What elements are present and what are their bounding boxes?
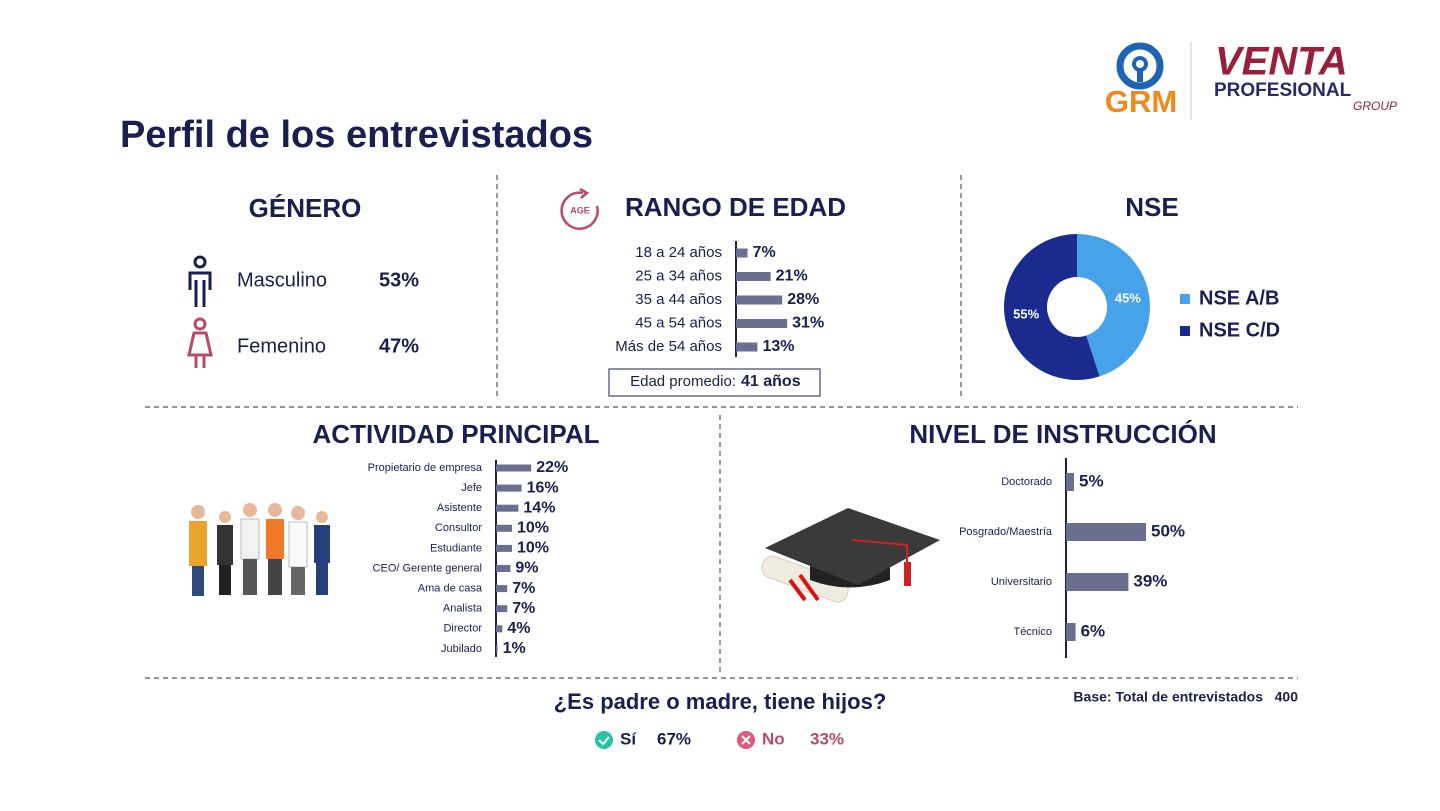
category-label: Propietario de empresa — [368, 462, 483, 474]
value-label: 16% — [527, 479, 559, 496]
answer-value: 33% — [810, 729, 844, 748]
category-label: Jubilado — [441, 643, 482, 655]
category-label: Director — [443, 623, 482, 635]
no-icon — [737, 731, 755, 749]
bar — [1066, 473, 1074, 491]
bar — [736, 319, 788, 328]
section-title: GÉNERO — [249, 193, 362, 223]
value-label: 7% — [512, 600, 535, 617]
note-box — [608, 368, 821, 397]
page-title: Perfil de los entrevistados — [120, 114, 593, 156]
bar — [496, 504, 519, 512]
bar — [496, 544, 512, 552]
age-icon-text: AGE — [570, 205, 590, 215]
bar — [496, 464, 532, 472]
value-label: 1% — [503, 640, 526, 657]
gender-label: Masculino — [237, 269, 327, 291]
logo-text: GRM — [1105, 84, 1177, 119]
value-label: 22% — [536, 459, 568, 476]
category-label: Doctorado — [1001, 476, 1052, 488]
bar — [1066, 523, 1146, 541]
value-label: 39% — [1133, 571, 1167, 590]
value-label: 5% — [1079, 471, 1104, 490]
note-value: 41 años — [741, 373, 801, 390]
value-label: 7% — [512, 580, 535, 597]
category-label: Consultor — [435, 522, 482, 534]
gender-label: Femenino — [237, 335, 326, 357]
category-label: 25 a 34 años — [635, 267, 722, 284]
bar — [496, 645, 498, 653]
value-label: 9% — [515, 560, 538, 577]
chart-title: NIVEL DE INSTRUCCIÓN — [909, 419, 1216, 449]
value-label: 28% — [787, 291, 819, 308]
logo-text: GROUP — [1353, 99, 1397, 113]
bar — [736, 272, 771, 281]
category-label: 18 a 24 años — [635, 244, 722, 261]
bar — [496, 585, 508, 593]
legend-swatch — [1180, 326, 1190, 336]
category-label: Técnico — [1013, 626, 1052, 638]
gender-value: 47% — [379, 335, 419, 357]
value-label: 10% — [517, 520, 549, 537]
bar — [736, 248, 748, 258]
value-label: 50% — [1151, 521, 1185, 540]
base-value: 400 — [1275, 689, 1299, 705]
category-label: CEO/ Gerente general — [373, 562, 482, 574]
category-label: Más de 54 años — [615, 338, 722, 355]
logo-text: PROFESIONAL — [1214, 80, 1352, 101]
value-label: 10% — [517, 540, 549, 557]
value-label: 21% — [776, 268, 808, 285]
value-label: 14% — [523, 499, 555, 516]
note-label: Edad promedio: — [630, 373, 736, 390]
logo-text: VENTA — [1215, 40, 1348, 84]
answer-value: 67% — [657, 729, 691, 748]
male-icon — [188, 255, 212, 307]
base-label: Base: Total de entrevistados — [1073, 689, 1263, 705]
category-label: Analista — [443, 603, 483, 615]
value-label: 13% — [762, 338, 794, 355]
workers-illustration — [189, 503, 330, 596]
bar — [496, 605, 508, 613]
category-label: Asistente — [437, 502, 482, 514]
bar — [496, 565, 511, 572]
category-label: Ama de casa — [418, 583, 483, 595]
answer-label: No — [762, 729, 785, 748]
bar — [736, 342, 758, 352]
legend-label: NSE A/B — [1199, 287, 1279, 309]
chart-title: RANGO DE EDAD — [625, 192, 846, 222]
grm-logo: GRM — [1105, 42, 1177, 119]
category-label: Universitario — [991, 576, 1052, 588]
bar — [496, 484, 522, 492]
category-label: Jefe — [461, 482, 482, 494]
value-label: 55% — [1013, 306, 1039, 321]
category-label: Estudiante — [430, 542, 482, 554]
bar — [496, 524, 512, 532]
answer-label: Sí — [620, 729, 637, 748]
age-icon: AGE — [560, 187, 599, 230]
category-label: 35 a 44 años — [635, 291, 722, 308]
value-label: 7% — [753, 244, 776, 261]
bar — [736, 295, 783, 305]
bar — [1066, 623, 1076, 641]
chart-title: NSE — [1125, 192, 1178, 222]
bar — [496, 625, 503, 633]
legend-swatch — [1180, 294, 1190, 304]
value-label: 6% — [1081, 621, 1106, 640]
value-label: 45% — [1115, 290, 1141, 305]
value-label: 31% — [792, 315, 824, 332]
yes-icon — [595, 731, 613, 749]
question-title: ¿Es padre o madre, tiene hijos? — [554, 689, 887, 714]
gender-value: 53% — [379, 269, 419, 291]
value-label: 4% — [507, 620, 530, 637]
donut-slice — [1004, 234, 1100, 380]
category-label: Posgrado/Maestría — [959, 526, 1053, 538]
bar — [1066, 573, 1129, 591]
donut-slice — [1077, 234, 1150, 377]
female-icon — [187, 317, 213, 368]
legend-label: NSE C/D — [1199, 319, 1280, 341]
graduation-illustration — [761, 508, 940, 603]
chart-title: ACTIVIDAD PRINCIPAL — [313, 419, 600, 449]
category-label: 45 a 54 años — [635, 314, 722, 331]
